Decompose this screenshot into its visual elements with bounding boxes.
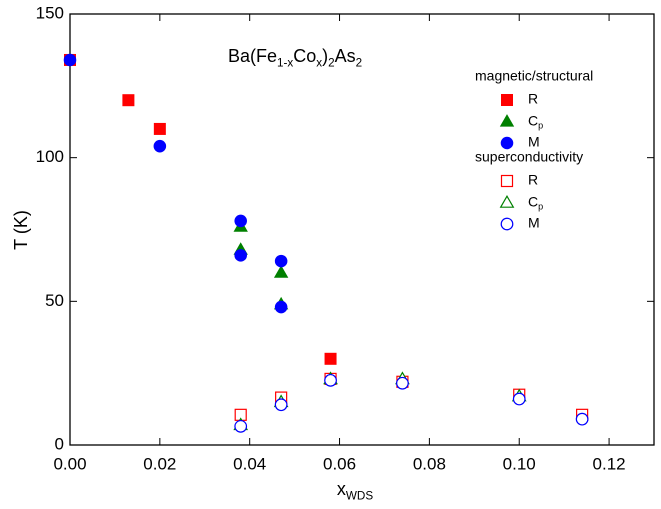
marker-circle bbox=[274, 398, 288, 412]
chart-title: Ba(Fe1-xCox)2As2 bbox=[228, 46, 362, 70]
chart-title-part: ) bbox=[322, 46, 328, 66]
x-tick-label: 0.08 bbox=[413, 454, 446, 473]
x-tick-label: 0.00 bbox=[53, 454, 86, 473]
marker-circle bbox=[274, 300, 288, 314]
marker-circle bbox=[234, 419, 248, 433]
marker-square bbox=[324, 352, 337, 365]
marker-circle bbox=[500, 217, 514, 231]
legend-label-part: C bbox=[528, 112, 538, 128]
marker-circle bbox=[575, 412, 589, 426]
x-tick-label: 0.12 bbox=[593, 454, 626, 473]
marker-square bbox=[122, 94, 135, 107]
legend-label: R bbox=[528, 172, 538, 188]
marker-triangle bbox=[273, 265, 289, 278]
marker-circle bbox=[234, 214, 247, 228]
legend-label: M bbox=[528, 134, 540, 150]
chart-title-part: Ba(Fe bbox=[228, 46, 277, 66]
chart-title-part: As bbox=[335, 46, 356, 66]
x-tick-label: 0.04 bbox=[233, 454, 266, 473]
chart-title-part: 2 bbox=[356, 56, 363, 69]
legend-title: superconductivity bbox=[475, 149, 583, 165]
marker-circle bbox=[274, 254, 288, 268]
legend-title: magnetic/structural bbox=[475, 68, 593, 84]
x-tick-label: 0.02 bbox=[143, 454, 176, 473]
marker-circle bbox=[63, 53, 77, 67]
x-tick-label: 0.06 bbox=[323, 454, 356, 473]
legend-label: M bbox=[528, 215, 540, 231]
legend-label: Cp bbox=[528, 193, 543, 212]
y-tick-label: 100 bbox=[36, 147, 64, 166]
legend-label-part: p bbox=[538, 121, 543, 131]
marker-circle bbox=[324, 373, 337, 387]
marker-circle bbox=[512, 392, 526, 406]
marker-circle bbox=[500, 136, 514, 150]
legend-label-part: p bbox=[538, 202, 543, 212]
plot-frame bbox=[69, 13, 655, 446]
legend-label: R bbox=[528, 91, 538, 107]
chart-title-part: x bbox=[316, 56, 322, 69]
x-axis-label-part: WDS bbox=[346, 489, 373, 502]
marker-circle bbox=[396, 376, 409, 390]
y-axis-label: T (K) bbox=[11, 210, 31, 250]
y-tick-label: 50 bbox=[45, 291, 64, 310]
marker-square bbox=[500, 174, 514, 188]
marker-circle bbox=[153, 139, 167, 153]
x-tick-label: 0.10 bbox=[503, 454, 536, 473]
marker-circle bbox=[234, 249, 247, 262]
x-axis-label-part: x bbox=[337, 479, 346, 499]
y-tick-label: 150 bbox=[36, 3, 64, 22]
legend-label: Cp bbox=[528, 112, 543, 131]
chart-title-part: Co bbox=[293, 46, 316, 66]
marker-triangle bbox=[499, 194, 515, 208]
marker-square bbox=[153, 122, 166, 135]
marker-triangle bbox=[499, 114, 515, 127]
legend-label-part: C bbox=[528, 193, 538, 209]
chart-title-part: 2 bbox=[328, 56, 335, 69]
x-axis-label: xWDS bbox=[337, 479, 373, 503]
chart-title-part: 1-x bbox=[277, 56, 293, 69]
y-tick-label: 0 bbox=[55, 434, 64, 453]
marker-square bbox=[501, 94, 513, 106]
